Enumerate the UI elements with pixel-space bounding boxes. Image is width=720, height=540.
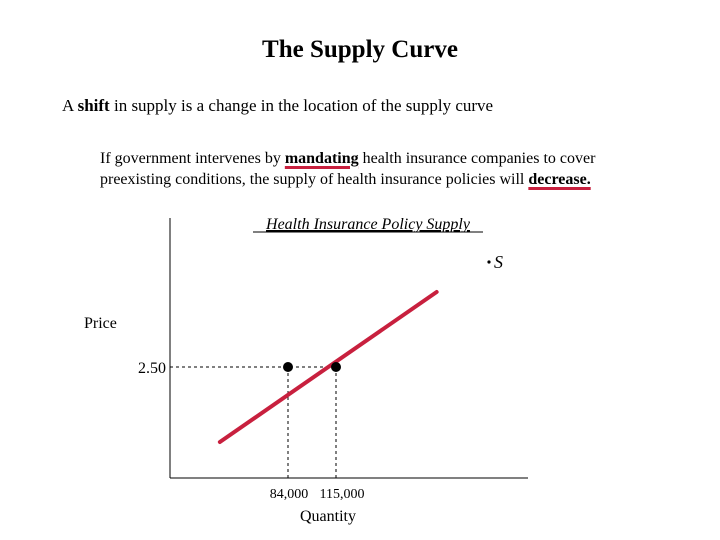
example-paragraph: If government intervenes by mandating he… bbox=[100, 148, 595, 190]
chart-labels: Health Insurance Policy Supply S Price 2.50… bbox=[84, 216, 503, 525]
y-tick-label: 2.50 bbox=[138, 360, 166, 377]
supply-curve-group bbox=[217, 290, 439, 444]
chart-guides bbox=[170, 366, 337, 478]
highlight-point-1 bbox=[331, 362, 341, 372]
decrease-keyword: decrease. bbox=[528, 171, 591, 188]
shift-keyword: shift bbox=[77, 96, 110, 115]
para-part3: preexisting conditions, the supply of he… bbox=[100, 171, 529, 188]
shift-prefix: A bbox=[62, 96, 78, 115]
highlight-point-0 bbox=[283, 362, 293, 372]
curve-label-s: S bbox=[494, 252, 503, 272]
para-part1: If government intervenes by bbox=[100, 150, 285, 167]
chart-axes bbox=[169, 218, 528, 479]
x-tick-label-0: 84,000 bbox=[270, 487, 309, 502]
shift-definition: A shift in supply is a change in the loc… bbox=[62, 96, 493, 116]
slide-title: The Supply Curve bbox=[262, 36, 458, 63]
para-part2: health insurance companies to cover bbox=[358, 150, 596, 167]
shift-suffix: in supply is a change in the location of… bbox=[109, 96, 494, 115]
y-axis-label: Price bbox=[84, 315, 117, 332]
mandating-keyword: mandating bbox=[284, 150, 359, 167]
chart-points bbox=[283, 260, 491, 372]
chart-title: Health Insurance Policy Supply bbox=[265, 216, 471, 233]
x-tick-label-1: 115,000 bbox=[320, 487, 365, 502]
x-axis-label: Quantity bbox=[300, 508, 356, 525]
supply-curve-line bbox=[217, 290, 439, 444]
curve-end-dot bbox=[487, 260, 491, 264]
